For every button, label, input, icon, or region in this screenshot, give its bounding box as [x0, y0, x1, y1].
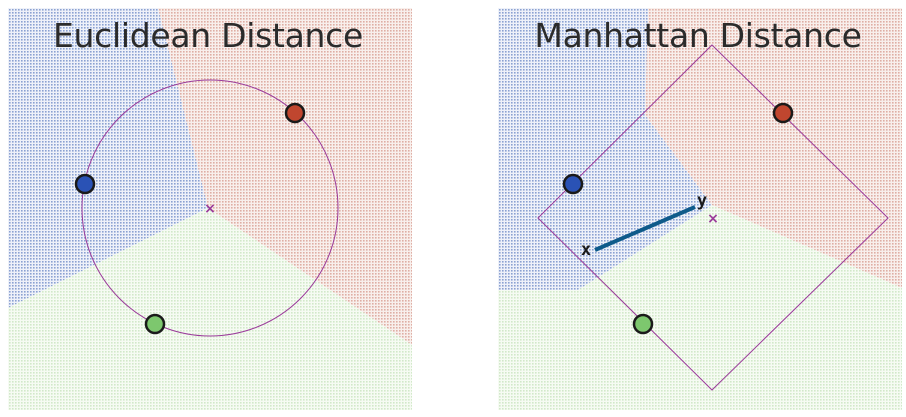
panel-title: Manhattan Distance [534, 16, 862, 55]
blue-point [562, 173, 584, 195]
panel-title: Euclidean Distance [52, 16, 364, 55]
x-label: x [581, 240, 591, 260]
blue-region [498, 8, 712, 290]
euclidean-plot: × [8, 8, 412, 410]
query-marker: × [204, 201, 216, 217]
green-region [498, 205, 902, 410]
distance-segment [594, 205, 696, 252]
manhattan-plot: x y × [498, 8, 902, 410]
green-point [632, 313, 654, 335]
y-label: y [697, 191, 707, 211]
euclidean-panel: × Euclidean Distance [0, 0, 416, 417]
decision-diamond [537, 44, 889, 391]
green-point [144, 313, 166, 335]
query-marker: × [707, 211, 719, 227]
red-point [772, 102, 794, 124]
green-region [8, 208, 412, 410]
blue-point [74, 173, 96, 195]
decision-circle [81, 79, 339, 337]
red-region [645, 8, 902, 288]
red-point [284, 102, 306, 124]
manhattan-panel: x y × Manhattan Distance [490, 0, 906, 417]
red-region [158, 8, 412, 345]
